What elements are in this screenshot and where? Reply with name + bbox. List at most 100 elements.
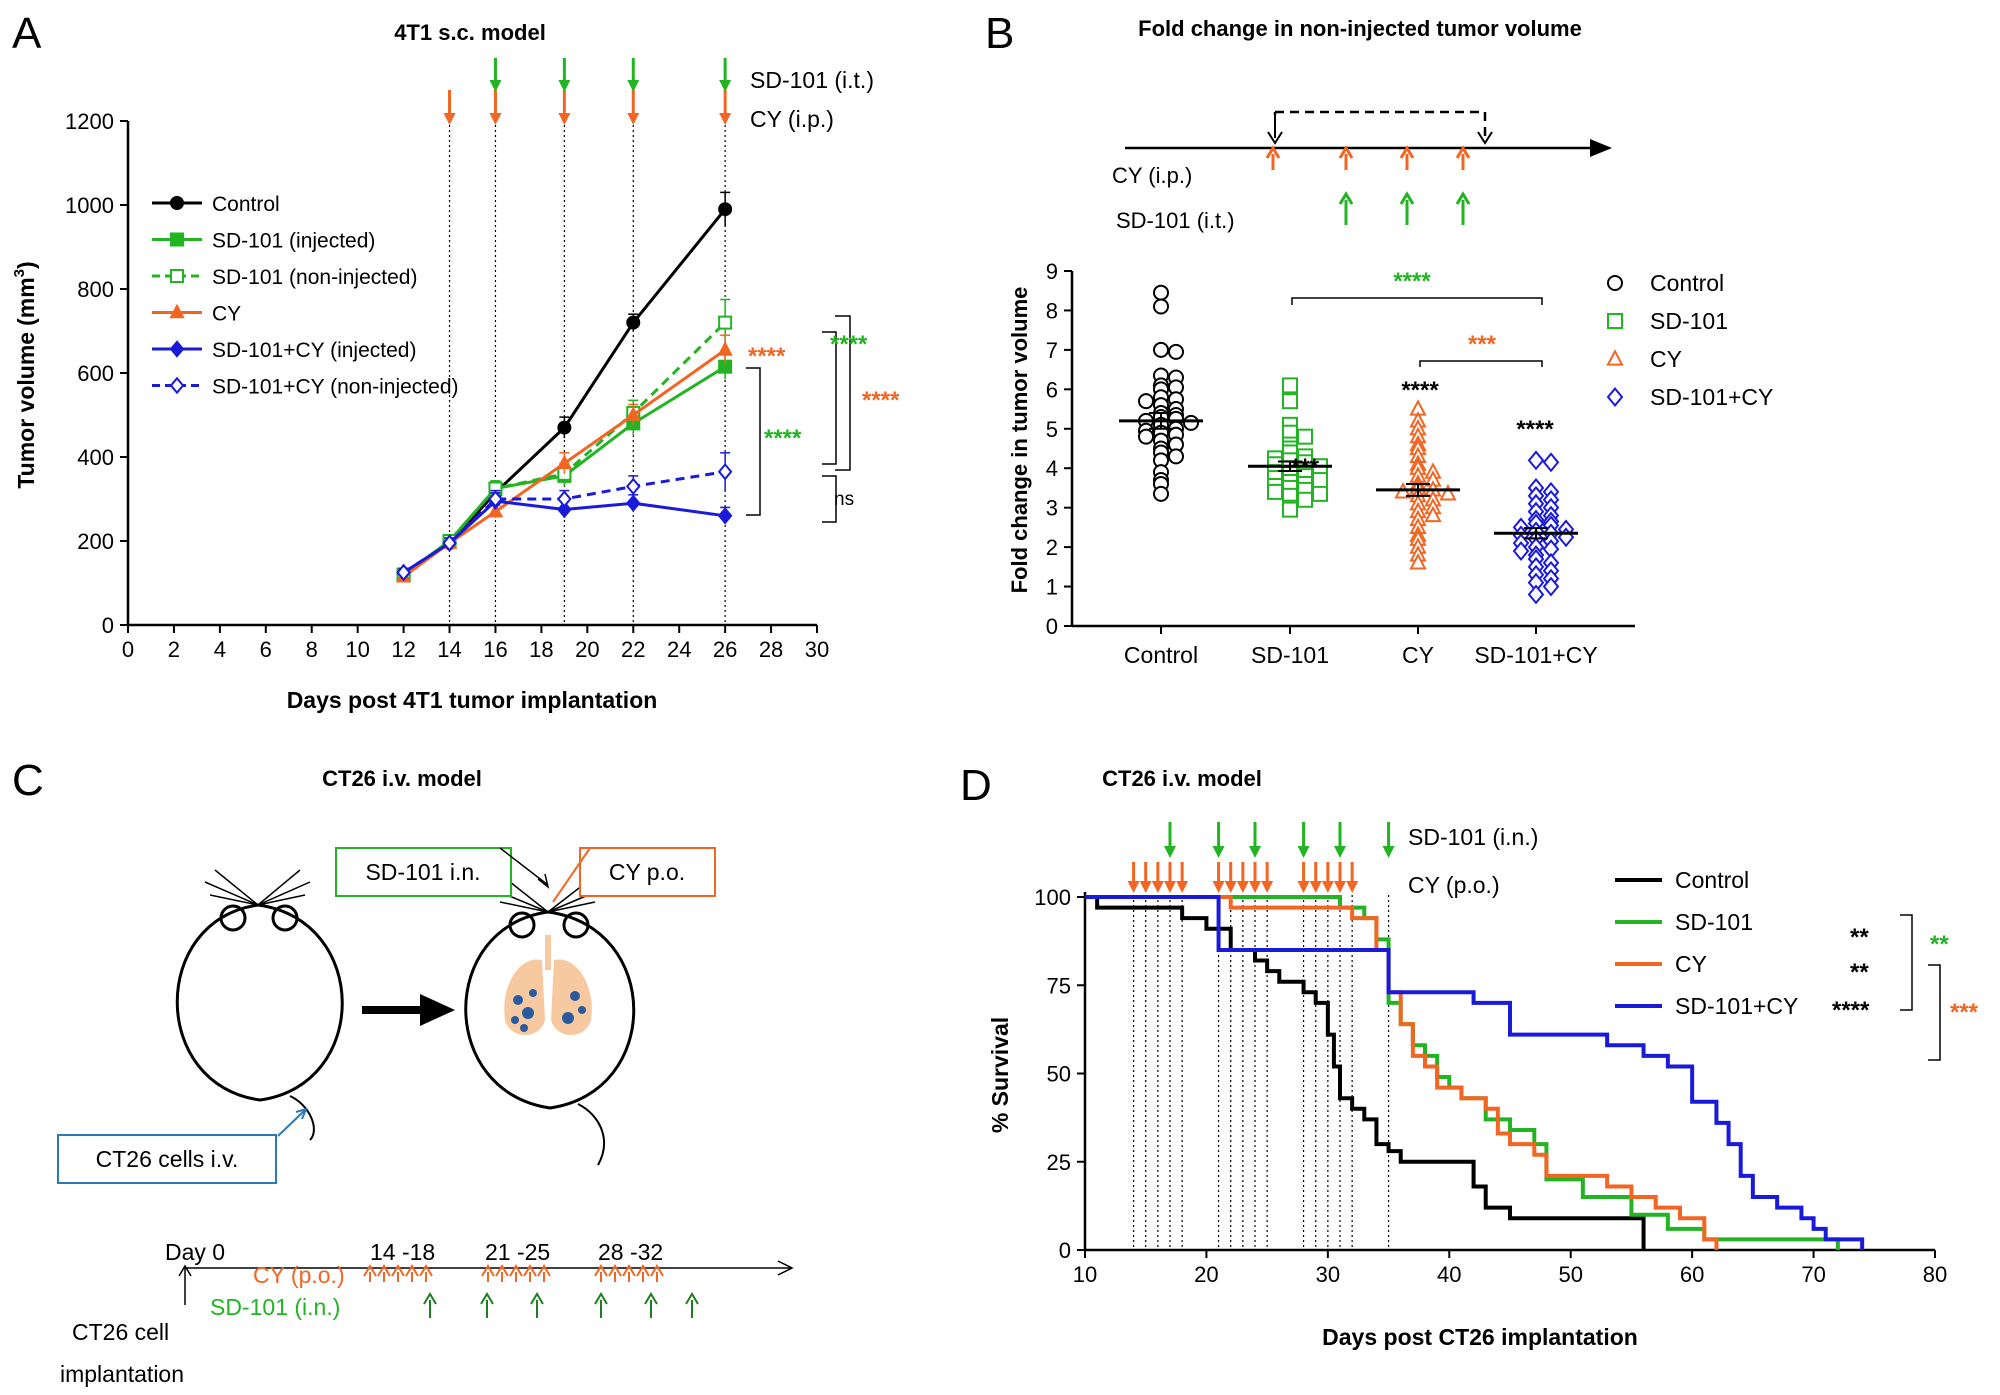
panel-b: B Fold change in non-injected tumor volu… bbox=[985, 9, 1773, 668]
sched-label-sd101: SD-101 (i.t.) bbox=[1116, 208, 1235, 233]
legend-swatch-marker bbox=[1606, 387, 1624, 407]
data-point bbox=[1424, 505, 1442, 523]
x-tick-label: 60 bbox=[1680, 1262, 1704, 1287]
x-tick-label: 4 bbox=[214, 637, 226, 662]
cy-timeline-arrow bbox=[594, 1264, 608, 1282]
legend-item-1: SD-101 bbox=[1615, 909, 1753, 935]
cy-dose-arrow bbox=[1176, 862, 1189, 893]
sd101-timeline-arrow bbox=[423, 1292, 437, 1318]
y-tick-label: 9 bbox=[1046, 259, 1058, 284]
cy-timeline-arrow bbox=[650, 1264, 664, 1282]
data-point bbox=[487, 502, 504, 518]
panel-a-ylabel: Tumor volume (mm3) bbox=[11, 261, 39, 488]
panel-a-ylabel-close: ) bbox=[13, 261, 39, 269]
cy-dose-arrow-head bbox=[1151, 881, 1164, 893]
sig-d-cy: ** bbox=[1850, 959, 1869, 986]
y-tick-label: 50 bbox=[1047, 1062, 1071, 1087]
cy-dose-arrow bbox=[1212, 862, 1225, 893]
data-point bbox=[625, 477, 641, 496]
data-point bbox=[1297, 428, 1313, 445]
panel-b-points bbox=[1119, 284, 1578, 605]
sd101-dose-arrow bbox=[1212, 822, 1225, 858]
data-point bbox=[557, 490, 572, 508]
legend-label: Control bbox=[1675, 867, 1749, 893]
panel-d-xlabel: Days post CT26 implantation bbox=[1322, 1324, 1638, 1350]
panel-b-title: Fold change in non-injected tumor volume bbox=[1138, 16, 1582, 41]
cy-dose-arrow bbox=[1309, 862, 1322, 893]
sd101-dose-arrow-head bbox=[1382, 846, 1395, 858]
data-point bbox=[557, 500, 572, 519]
cy-timeline-arrow-head bbox=[594, 1264, 608, 1277]
cy-dose-arrow-head bbox=[627, 113, 640, 125]
sd101-dose-arrow-head bbox=[719, 80, 732, 92]
data-point bbox=[625, 406, 641, 421]
panel-letter-b: B bbox=[985, 9, 1014, 58]
legend-item-5: SD-101+CY (non-injected) bbox=[152, 376, 459, 399]
x-tick-label: 22 bbox=[621, 637, 645, 662]
data-point bbox=[1168, 448, 1184, 465]
y-tick-label: 800 bbox=[77, 277, 114, 302]
y-tick-label: 1 bbox=[1046, 575, 1058, 600]
box-ct26-cells bbox=[57, 1134, 277, 1184]
sd101-dose-arrow bbox=[558, 58, 571, 92]
x-tick-label: 30 bbox=[1316, 1262, 1340, 1287]
data-point bbox=[556, 454, 573, 470]
implant-line1: CT26 cell bbox=[72, 1319, 169, 1345]
x-tick-label: 50 bbox=[1558, 1262, 1582, 1287]
y-tick-label: 600 bbox=[77, 361, 114, 386]
cy-dose-arrow bbox=[1334, 862, 1346, 893]
pointer-cy bbox=[552, 847, 591, 903]
cy-dose-arrow-head bbox=[1164, 881, 1176, 893]
y-tick-label: 7 bbox=[1046, 338, 1058, 363]
panel-d: D CT26 i.v. model 10 20 30 40 50 60 70 80 0 25 50 7… bbox=[960, 761, 1979, 1350]
sd101-timeline-arrow-head bbox=[644, 1292, 658, 1305]
cy-dose-arrow-head bbox=[1176, 881, 1189, 893]
data-point bbox=[557, 420, 572, 435]
legend-label: CY bbox=[212, 303, 241, 326]
mouse-before-icon bbox=[175, 869, 344, 1141]
panel-d-ticks: 10 20 30 40 50 60 70 80 0 25 50 75 100 bbox=[1034, 885, 1947, 1287]
sd101-dose-arrow-head bbox=[558, 80, 571, 92]
data-point bbox=[1138, 393, 1154, 410]
cy-dose-arrow bbox=[1249, 862, 1261, 893]
panel-c: C CT26 i.v. model bbox=[12, 756, 794, 1387]
sd101-dose-arrow-head bbox=[627, 80, 640, 92]
dose-label-sd101-in: SD-101 (i.n.) bbox=[1408, 824, 1538, 850]
x-tick-label: 12 bbox=[391, 637, 415, 662]
legend-label: CY bbox=[1650, 346, 1682, 372]
y-tick-label: 1200 bbox=[65, 109, 114, 134]
timeline-cy-label: CY (p.o.) bbox=[253, 1262, 345, 1288]
cy-timeline-arrow bbox=[481, 1264, 495, 1282]
cy-timeline-arrow-head bbox=[405, 1264, 419, 1277]
dose-label-cy-po: CY (p.o.) bbox=[1408, 872, 1500, 898]
sd101-schedule-arrow bbox=[1338, 191, 1354, 225]
cy-schedule-arrow bbox=[1265, 145, 1281, 170]
sd101-dose-arrow bbox=[1334, 822, 1346, 858]
x-tick-label: 80 bbox=[1923, 1262, 1947, 1287]
cy-dose-arrow bbox=[627, 90, 640, 125]
legend-item-0: Control bbox=[1607, 270, 1724, 296]
series-5 bbox=[396, 452, 733, 582]
legend-label: SD-101+CY bbox=[1650, 384, 1773, 410]
sd101-dose-arrow-head bbox=[1212, 846, 1225, 858]
cy-dose-arrow bbox=[1139, 862, 1152, 893]
cy-timeline-arrow bbox=[523, 1264, 537, 1282]
cy-schedule-arrow-head bbox=[1399, 145, 1415, 159]
panel-a-ylabel-sup: 3 bbox=[11, 269, 28, 277]
panel-b-schedule bbox=[1125, 110, 1612, 157]
data-point bbox=[1267, 483, 1283, 500]
y-tick-label: 2 bbox=[1046, 535, 1058, 560]
data-point bbox=[1512, 541, 1530, 562]
sig-b-cy-vs-combo: *** bbox=[1468, 331, 1497, 358]
legend-swatch-marker bbox=[169, 376, 185, 395]
panel-a-ylabel-unit: (mm bbox=[13, 277, 39, 326]
sig-b-sd101-vs-combo: **** bbox=[1393, 268, 1431, 295]
sig-a-combo: **** bbox=[862, 387, 900, 414]
data-point bbox=[1282, 393, 1298, 410]
cy-timeline-arrow bbox=[622, 1264, 636, 1282]
data-point bbox=[718, 202, 733, 217]
cy-timeline-arrow bbox=[377, 1264, 391, 1282]
data-point bbox=[626, 315, 641, 330]
group-3 bbox=[1494, 450, 1578, 605]
